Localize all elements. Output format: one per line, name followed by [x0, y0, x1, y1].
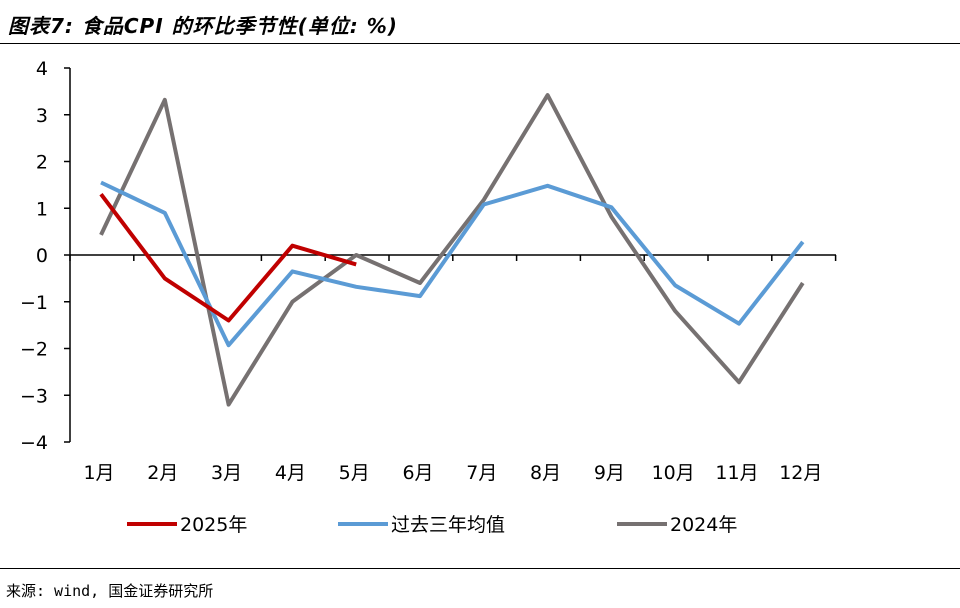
x-tick-label: 12月: [779, 462, 822, 484]
x-tick-label: 5月: [339, 462, 370, 484]
y-tick-label: 2: [36, 152, 48, 174]
y-tick-label: −3: [20, 385, 48, 407]
y-tick-label: 1: [36, 198, 48, 220]
chart-title: 图表7: 食品CPI 的环比季节性(单位: %): [8, 14, 398, 38]
y-tick-label: −1: [20, 292, 48, 314]
series-line-0: [99, 192, 357, 323]
x-tick-label: 8月: [530, 462, 561, 484]
x-tick-label: 7月: [466, 462, 497, 484]
y-tick-label: 0: [36, 245, 48, 267]
x-tick-label: 6月: [402, 462, 433, 484]
source-note: 来源: wind, 国金证券研究所: [6, 582, 214, 600]
legend-label-1: 过去三年均值: [391, 514, 505, 536]
legend-label-2: 2024年: [670, 514, 737, 536]
x-tick-label: 1月: [83, 462, 114, 484]
x-tick-label: 9月: [594, 462, 625, 484]
chart-axes: 4 3 2 1 0 −1 −2 −3 −4 1月 2月 3月 4月 5月 6月 7月 8月 9月 10月 11月 12月: [20, 58, 837, 484]
x-tick-label: 10月: [652, 462, 695, 484]
y-tick-label: 4: [36, 58, 48, 80]
x-tick-label: 4月: [275, 462, 306, 484]
y-tick-label: −4: [20, 432, 48, 454]
y-tick-label: 3: [36, 105, 48, 127]
footer-divider: [0, 568, 960, 569]
y-tick-label: −2: [20, 339, 48, 361]
series-line-2: [99, 93, 805, 407]
chart-series: [99, 93, 805, 407]
x-tick-label: 3月: [211, 462, 242, 484]
series-line-1: [100, 180, 805, 348]
x-tick-label: 11月: [715, 462, 758, 484]
title-divider: [0, 43, 960, 44]
chart-legend: 2025年 过去三年均值 2024年: [127, 514, 737, 536]
legend-label-0: 2025年: [180, 514, 247, 536]
x-tick-label: 2月: [147, 462, 178, 484]
